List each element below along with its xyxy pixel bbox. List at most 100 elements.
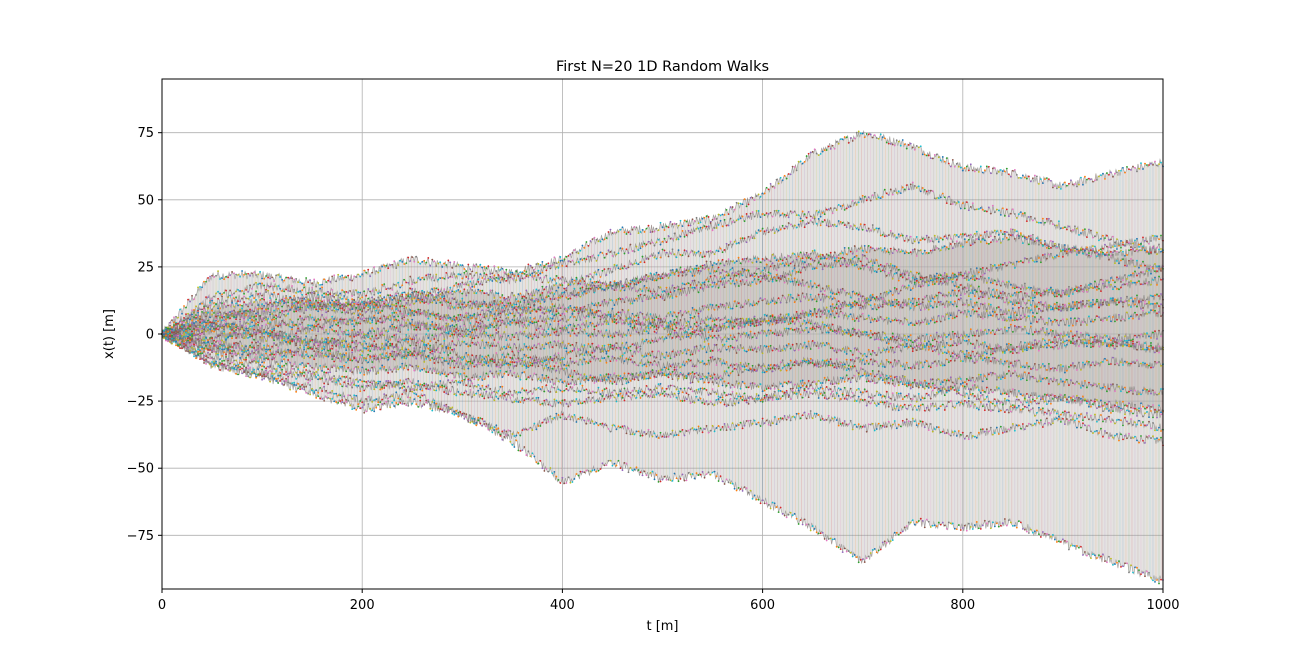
data-point [305,332,307,334]
data-point [606,329,608,331]
data-point [241,325,243,327]
data-point [483,266,485,268]
data-point [223,348,225,350]
data-point [892,265,894,267]
data-point [283,355,285,357]
data-point [718,214,720,216]
data-point [305,277,307,279]
data-point [968,290,970,292]
data-point [772,332,774,334]
data-point [930,320,932,322]
data-point [708,286,710,288]
data-point [1124,172,1126,174]
data-point [640,311,642,313]
data-point [531,295,533,297]
data-point [523,270,525,272]
data-point [722,225,724,227]
data-point [359,323,361,325]
data-point [934,339,936,341]
data-point [602,270,604,272]
data-point [225,339,227,341]
data-point [878,307,880,309]
data-point [954,234,956,236]
data-point [864,196,866,198]
data-point [622,309,624,311]
data-point [888,317,890,319]
data-point [968,209,970,211]
data-point [952,203,954,205]
data-point [1076,331,1078,333]
data-point [449,308,451,310]
data-point [483,347,485,349]
data-point [1000,263,1002,265]
data-point [840,350,842,352]
data-point [461,278,463,280]
data-point [618,267,620,269]
data-point [239,290,241,292]
data-point [1018,302,1020,304]
data-point [782,335,784,337]
data-point [974,209,976,211]
data-point [562,296,564,298]
data-point [521,273,523,275]
data-point [972,292,974,294]
data-point [195,294,197,296]
data-point [616,299,618,301]
data-point [934,322,936,324]
data-point [387,330,389,332]
data-point [964,310,966,312]
data-point [409,323,411,325]
data-point [836,352,838,354]
data-point [566,308,568,310]
data-point [710,335,712,337]
data-point [393,316,395,318]
data-point [1138,318,1140,320]
data-point [682,288,684,290]
data-point [289,318,291,320]
data-point [491,290,493,292]
data-point [830,313,832,315]
data-point [351,323,353,325]
data-point [864,224,866,226]
data-point [301,317,303,319]
data-point [560,256,562,258]
data-point [956,336,958,338]
data-point [822,221,824,223]
data-point [477,322,479,324]
data-point [812,340,814,342]
data-point [181,313,183,315]
data-point [1008,261,1010,263]
data-point [1026,293,1028,295]
data-point [574,333,576,335]
data-point [229,304,231,306]
data-point [608,302,610,304]
data-point [1018,352,1020,354]
data-point [375,270,377,272]
data-point [846,208,848,210]
data-point [720,351,722,353]
data-point [469,345,471,347]
data-point [1090,336,1092,338]
data-point [437,279,439,281]
data-point [910,143,912,145]
data-point [1084,321,1086,323]
data-point [1028,235,1030,237]
data-point [463,268,465,270]
data-point [493,345,495,347]
data-point [624,265,626,267]
data-point [459,290,461,292]
data-point [1092,321,1094,323]
data-point [411,324,413,326]
data-point [704,341,706,343]
data-point [265,275,267,277]
data-point [562,325,564,327]
data-point [626,233,628,235]
data-point [880,316,882,318]
data-point [782,295,784,297]
data-point [351,280,353,282]
data-point [988,329,990,331]
data-point [323,332,325,334]
data-point [616,332,618,334]
data-point [247,291,249,293]
data-point [826,332,828,334]
